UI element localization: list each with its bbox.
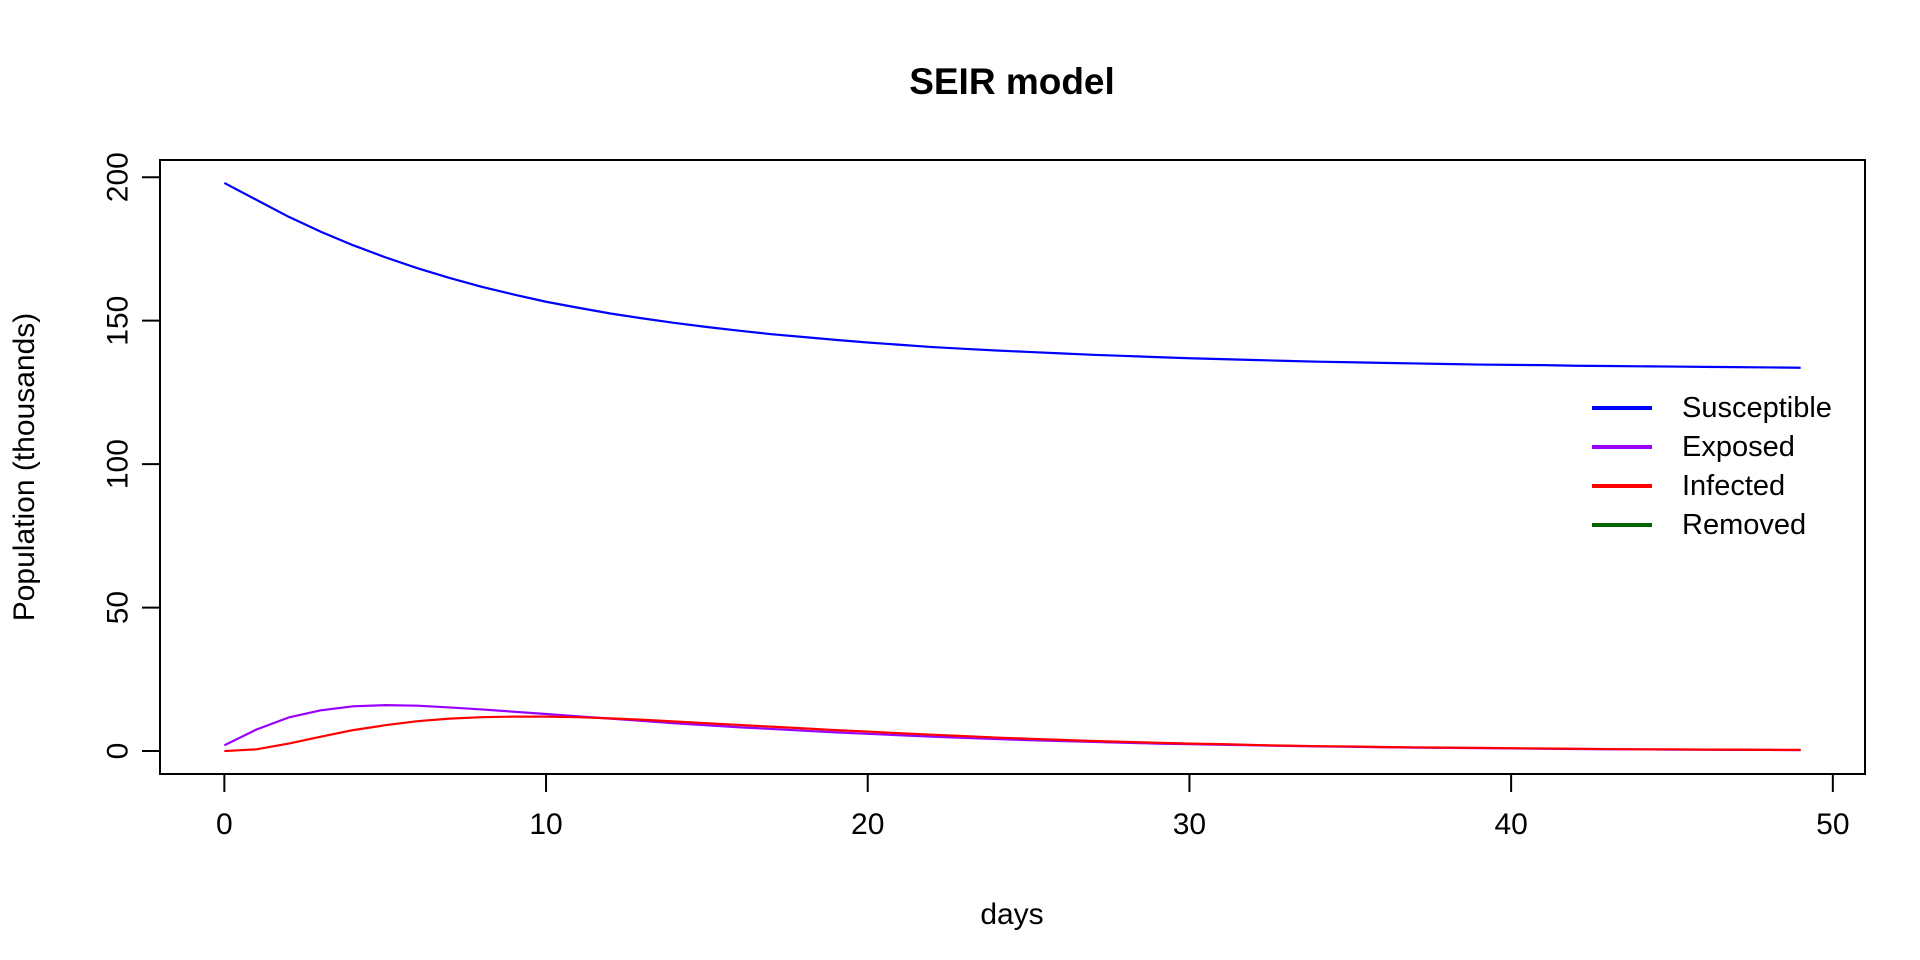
legend-label-exposed: Exposed (1682, 431, 1795, 463)
legend-label-susceptible: Susceptible (1682, 392, 1832, 424)
legend-label-removed: Removed (1682, 509, 1806, 541)
x-tick-label: 10 (529, 808, 562, 841)
series-line-infected (224, 715, 1801, 753)
y-axis-label: Population (thousands) (8, 313, 41, 622)
series-lines (223, 181, 1801, 753)
x-tick-label: 20 (851, 808, 884, 841)
plot-frame (159, 159, 1866, 775)
chart-title: SEIR model (909, 61, 1115, 102)
legend: Susceptible Exposed Infected Removed (1592, 392, 1832, 541)
y-tick-label: 150 (102, 296, 135, 346)
series-line-susceptible (223, 181, 1801, 369)
x-axis: 0 10 20 30 40 50 (216, 773, 1850, 841)
y-tick-label: 200 (102, 152, 135, 202)
series-line-exposed (223, 704, 1801, 752)
x-tick-label: 50 (1816, 808, 1849, 841)
legend-label-infected: Infected (1682, 470, 1785, 502)
x-tick-label: 30 (1173, 808, 1206, 841)
y-axis: 0 50 100 150 200 (102, 152, 161, 759)
x-tick-label: 40 (1494, 808, 1527, 841)
x-axis-label: days (980, 898, 1043, 931)
y-tick-label: 100 (102, 439, 135, 489)
y-tick-label: 0 (102, 743, 135, 760)
y-tick-label: 50 (102, 591, 135, 624)
x-tick-label: 0 (216, 808, 233, 841)
